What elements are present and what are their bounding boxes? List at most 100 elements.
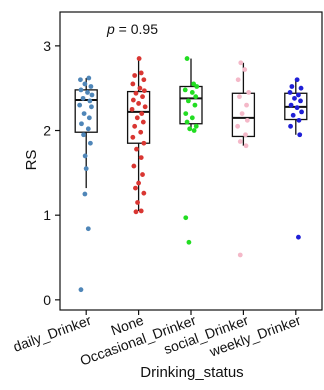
data-point (182, 87, 188, 93)
data-point (243, 143, 249, 149)
data-point (80, 95, 86, 101)
data-point (183, 111, 189, 116)
y-tick-label: 1 (43, 207, 51, 223)
data-point (193, 94, 199, 100)
x-tick-label: daily_Drinker (11, 312, 94, 355)
data-point (89, 104, 94, 110)
data-point (296, 117, 302, 123)
p-value-annotation: p = 0.95 (106, 21, 158, 37)
data-point (135, 200, 140, 205)
data-point (238, 60, 244, 66)
x-axis-title: Drinking_status (140, 364, 243, 381)
box-iqr (126, 90, 151, 144)
data-point (242, 67, 248, 72)
data-point (289, 84, 295, 89)
data-point (88, 84, 94, 89)
data-point (136, 180, 142, 186)
data-point (129, 106, 135, 112)
data-point (132, 123, 138, 129)
data-point (130, 97, 136, 103)
data-point (83, 166, 89, 172)
data-point (292, 95, 297, 101)
data-point (136, 56, 142, 61)
data-point (288, 123, 293, 129)
data-point (79, 121, 84, 127)
data-point (288, 102, 294, 108)
data-point (137, 85, 143, 91)
data-point (244, 102, 249, 108)
data-point (130, 81, 136, 87)
y-tick-label: 2 (43, 123, 51, 139)
data-point (237, 252, 243, 258)
data-point (87, 140, 93, 146)
data-point (140, 172, 145, 177)
data-point (297, 132, 303, 138)
data-point (85, 226, 91, 232)
data-point (81, 132, 86, 138)
data-point (82, 191, 88, 197)
data-point (296, 234, 301, 240)
y-axis-title: RS (23, 150, 40, 171)
data-point (142, 104, 148, 110)
data-point (235, 123, 241, 129)
data-point (298, 85, 304, 91)
box-iqr (179, 85, 203, 125)
y-tick-label: 3 (43, 38, 51, 54)
data-point (81, 111, 87, 116)
data-point (185, 98, 191, 104)
data-point (141, 140, 147, 146)
data-point (290, 112, 296, 118)
data-point (86, 115, 92, 121)
box-iqr (231, 92, 256, 138)
data-point (243, 132, 248, 138)
data-point (141, 77, 147, 83)
data-point (139, 111, 145, 116)
data-point (130, 134, 136, 140)
data-point (85, 90, 90, 95)
data-point (89, 92, 95, 98)
data-point (86, 75, 92, 81)
data-point (131, 163, 137, 169)
data-point (194, 84, 200, 89)
y-tick-label: 0 (43, 292, 51, 308)
data-point (294, 77, 300, 83)
data-point (246, 90, 252, 95)
data-point (191, 128, 197, 133)
data-point (138, 70, 144, 76)
data-point (239, 111, 245, 116)
data-point (141, 190, 147, 196)
data-point (134, 146, 139, 152)
data-point (184, 56, 190, 61)
plot-panel-border (59, 11, 323, 311)
data-point (287, 90, 293, 95)
data-point (187, 126, 193, 132)
data-point (78, 287, 84, 293)
data-point (296, 92, 301, 98)
data-point (133, 90, 139, 96)
data-point (235, 77, 241, 83)
data-point (193, 123, 199, 129)
data-point (136, 101, 142, 106)
data-point (298, 98, 303, 104)
data-point (184, 119, 190, 125)
data-point (189, 90, 195, 95)
data-point (133, 209, 139, 215)
data-point (132, 73, 138, 78)
data-point (77, 102, 83, 108)
data-point (85, 126, 91, 132)
data-point (186, 239, 192, 245)
data-point (183, 215, 189, 221)
data-point (78, 77, 83, 83)
data-point (244, 117, 250, 123)
data-point (141, 88, 147, 94)
data-point (138, 129, 144, 135)
box-iqr (74, 89, 98, 133)
data-point (299, 109, 304, 115)
data-point (237, 139, 243, 144)
data-point (87, 98, 93, 104)
data-point (82, 81, 88, 87)
data-point (140, 119, 146, 125)
data-point (192, 102, 198, 108)
data-point (294, 105, 300, 111)
data-point (237, 94, 242, 100)
